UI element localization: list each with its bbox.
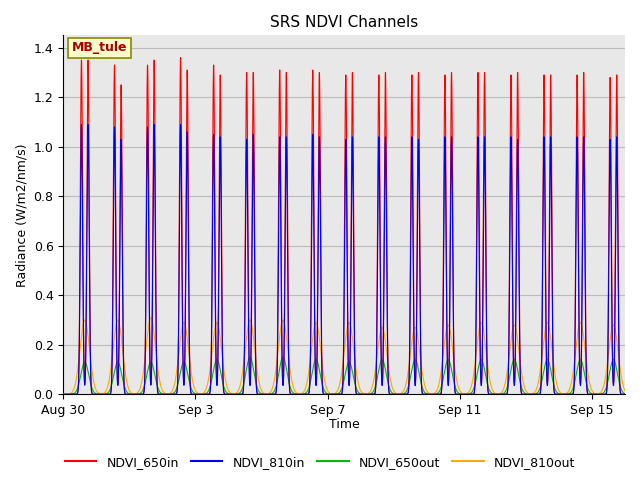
NDVI_810in [547,163,554,168]
NDVI_810out [236,383,244,388]
NDVI_810out [547,331,554,336]
NDVI_650in [621,391,629,397]
NDVI_650in [547,108,554,114]
NDVI_650out [351,379,358,384]
NDVI_810in [236,391,244,397]
Line: NDVI_650out: NDVI_650out [63,357,625,394]
NDVI_810out [60,391,67,397]
NDVI_650out [236,390,244,396]
NDVI_810out [193,390,201,396]
NDVI_810out [621,388,629,394]
NDVI_650out [320,386,328,392]
NDVI_810in [77,121,85,127]
X-axis label: Time: Time [329,419,360,432]
Line: NDVI_810out: NDVI_810out [63,318,625,394]
NDVI_650out [193,391,201,397]
NDVI_650in [177,55,184,60]
NDVI_650out [621,391,629,396]
NDVI_650out [246,354,254,360]
Legend: NDVI_650in, NDVI_810in, NDVI_650out, NDVI_810out: NDVI_650in, NDVI_810in, NDVI_650out, NDV… [60,451,580,474]
Text: MB_tule: MB_tule [72,41,127,55]
Y-axis label: Radiance (W/m2/nm/s): Radiance (W/m2/nm/s) [15,143,28,287]
NDVI_650in [60,391,67,397]
NDVI_650in [519,391,527,397]
NDVI_810in [621,391,629,397]
Line: NDVI_650in: NDVI_650in [63,58,625,394]
Title: SRS NDVI Channels: SRS NDVI Channels [270,15,419,30]
NDVI_650out [519,388,527,394]
NDVI_810out [351,353,358,359]
NDVI_650in [236,391,244,397]
NDVI_650in [193,391,201,397]
NDVI_810in [351,338,358,344]
NDVI_810in [320,391,328,397]
NDVI_810out [519,378,527,384]
NDVI_810in [519,391,527,397]
NDVI_810in [60,391,67,397]
NDVI_650in [351,325,358,331]
NDVI_650out [60,391,67,397]
Line: NDVI_810in: NDVI_810in [63,124,625,394]
NDVI_810in [193,391,201,397]
NDVI_810out [147,315,155,321]
NDVI_650out [547,364,554,370]
NDVI_650in [320,391,328,397]
NDVI_810out [320,372,328,378]
